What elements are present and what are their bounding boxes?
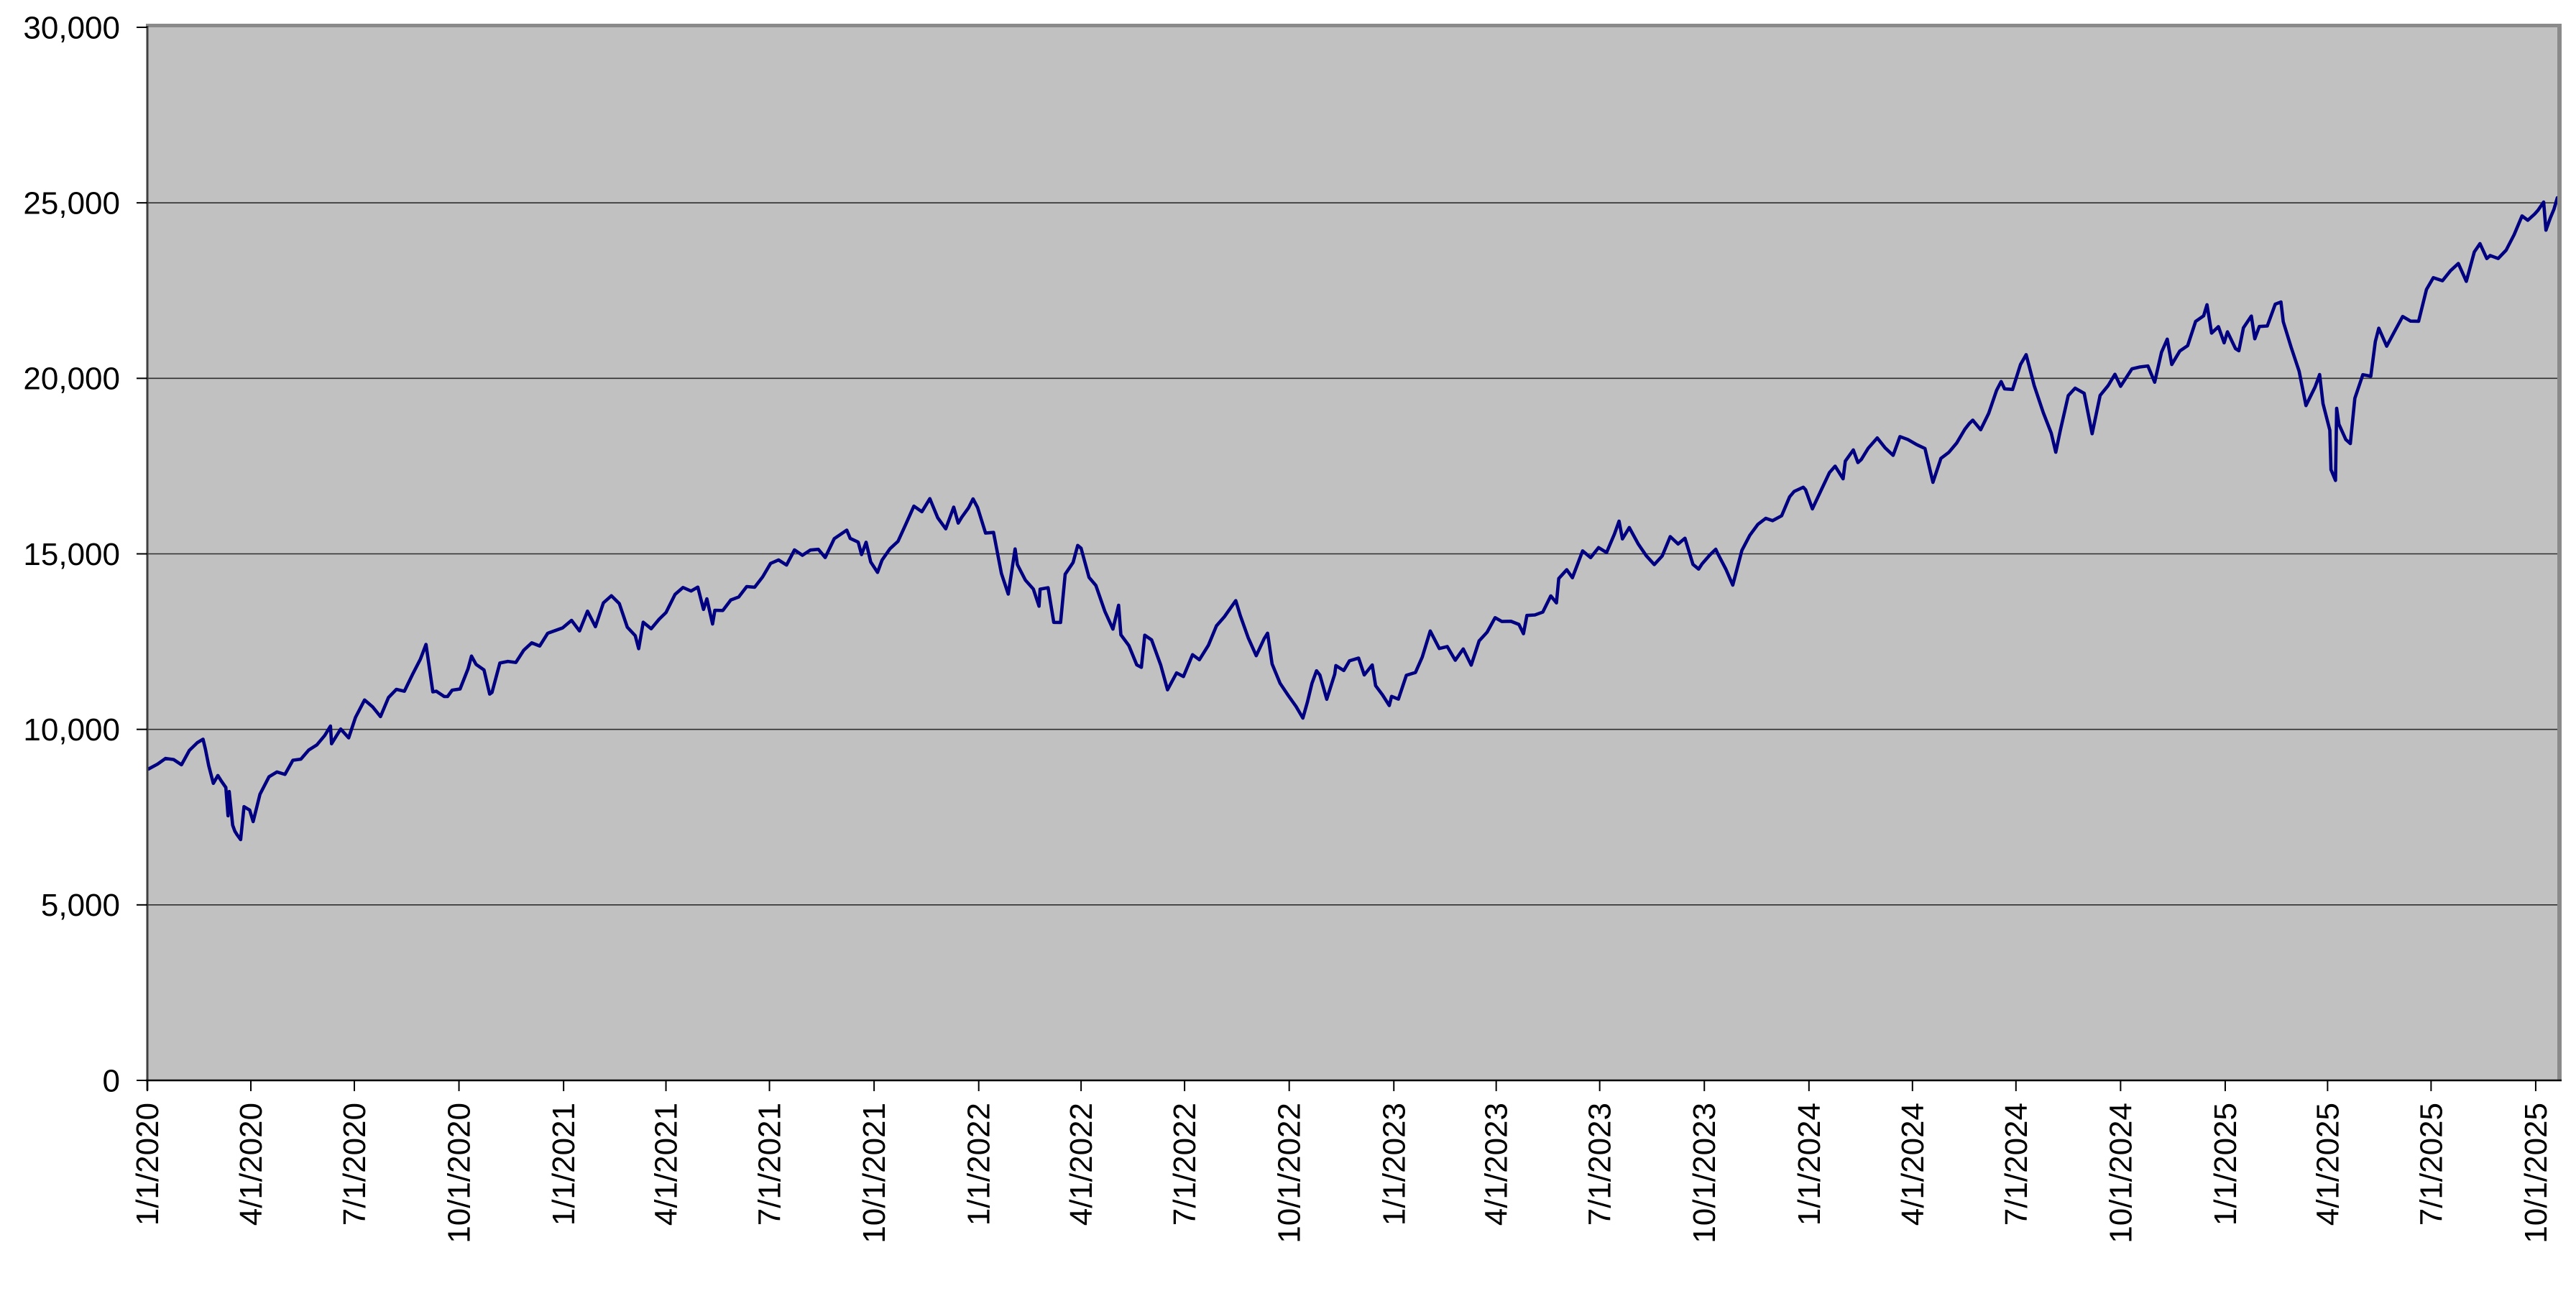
y-tick-label: 0 [103, 1063, 120, 1098]
y-tick-label: 15,000 [23, 537, 120, 572]
x-tick-label: 7/1/2024 [1999, 1103, 2034, 1226]
x-tick-label: 10/1/2021 [857, 1103, 892, 1244]
series-line-group [147, 196, 2559, 842]
x-tick-label: 1/1/2025 [2208, 1103, 2243, 1226]
x-tick-label: 4/1/2021 [649, 1103, 684, 1226]
axis-ticks-group [137, 27, 2536, 1091]
price-line [147, 196, 2559, 842]
x-tick-label: 1/1/2020 [130, 1103, 165, 1226]
x-tick-label: 7/1/2025 [2414, 1103, 2449, 1226]
x-tick-label: 7/1/2021 [753, 1103, 788, 1226]
x-tick-label: 7/1/2022 [1167, 1103, 1202, 1226]
y-tick-label: 5,000 [41, 888, 120, 923]
x-tick-label: 10/1/2023 [1687, 1103, 1722, 1244]
x-tick-label: 4/1/2023 [1479, 1103, 1514, 1226]
gridlines-group [147, 202, 2557, 906]
y-tick-label: 10,000 [23, 712, 120, 748]
x-tick-label: 4/1/2024 [1895, 1103, 1931, 1226]
x-axis-labels-group: 1/1/2020 4/1/2020 7/1/2020 10/1/2020 1/1/202… [130, 1103, 2554, 1244]
x-tick-label: 4/1/2020 [234, 1103, 269, 1226]
x-tick-label: 7/1/2023 [1583, 1103, 1618, 1226]
x-tick-label: 4/1/2022 [1064, 1103, 1099, 1226]
x-tick-label: 1/1/2023 [1376, 1103, 1412, 1226]
x-tick-label: 1/1/2024 [1792, 1103, 1827, 1226]
y-tick-label: 20,000 [23, 362, 120, 397]
x-tick-label: 10/1/2022 [1272, 1103, 1307, 1244]
x-tick-label: 1/1/2021 [546, 1103, 581, 1226]
x-tick-label: 7/1/2020 [337, 1103, 372, 1226]
x-tick-label: 4/1/2025 [2310, 1103, 2345, 1226]
x-tick-label: 10/1/2024 [2103, 1103, 2138, 1244]
y-axis-labels-group: 0 5,000 10,000 15,000 20,000 25,000 30,000 [23, 10, 120, 1098]
x-tick-label: 1/1/2022 [962, 1103, 997, 1226]
y-tick-label: 30,000 [23, 10, 120, 45]
y-tick-label: 25,000 [23, 186, 120, 221]
x-tick-label: 10/1/2020 [442, 1103, 477, 1244]
x-tick-label: 10/1/2025 [2518, 1103, 2554, 1244]
